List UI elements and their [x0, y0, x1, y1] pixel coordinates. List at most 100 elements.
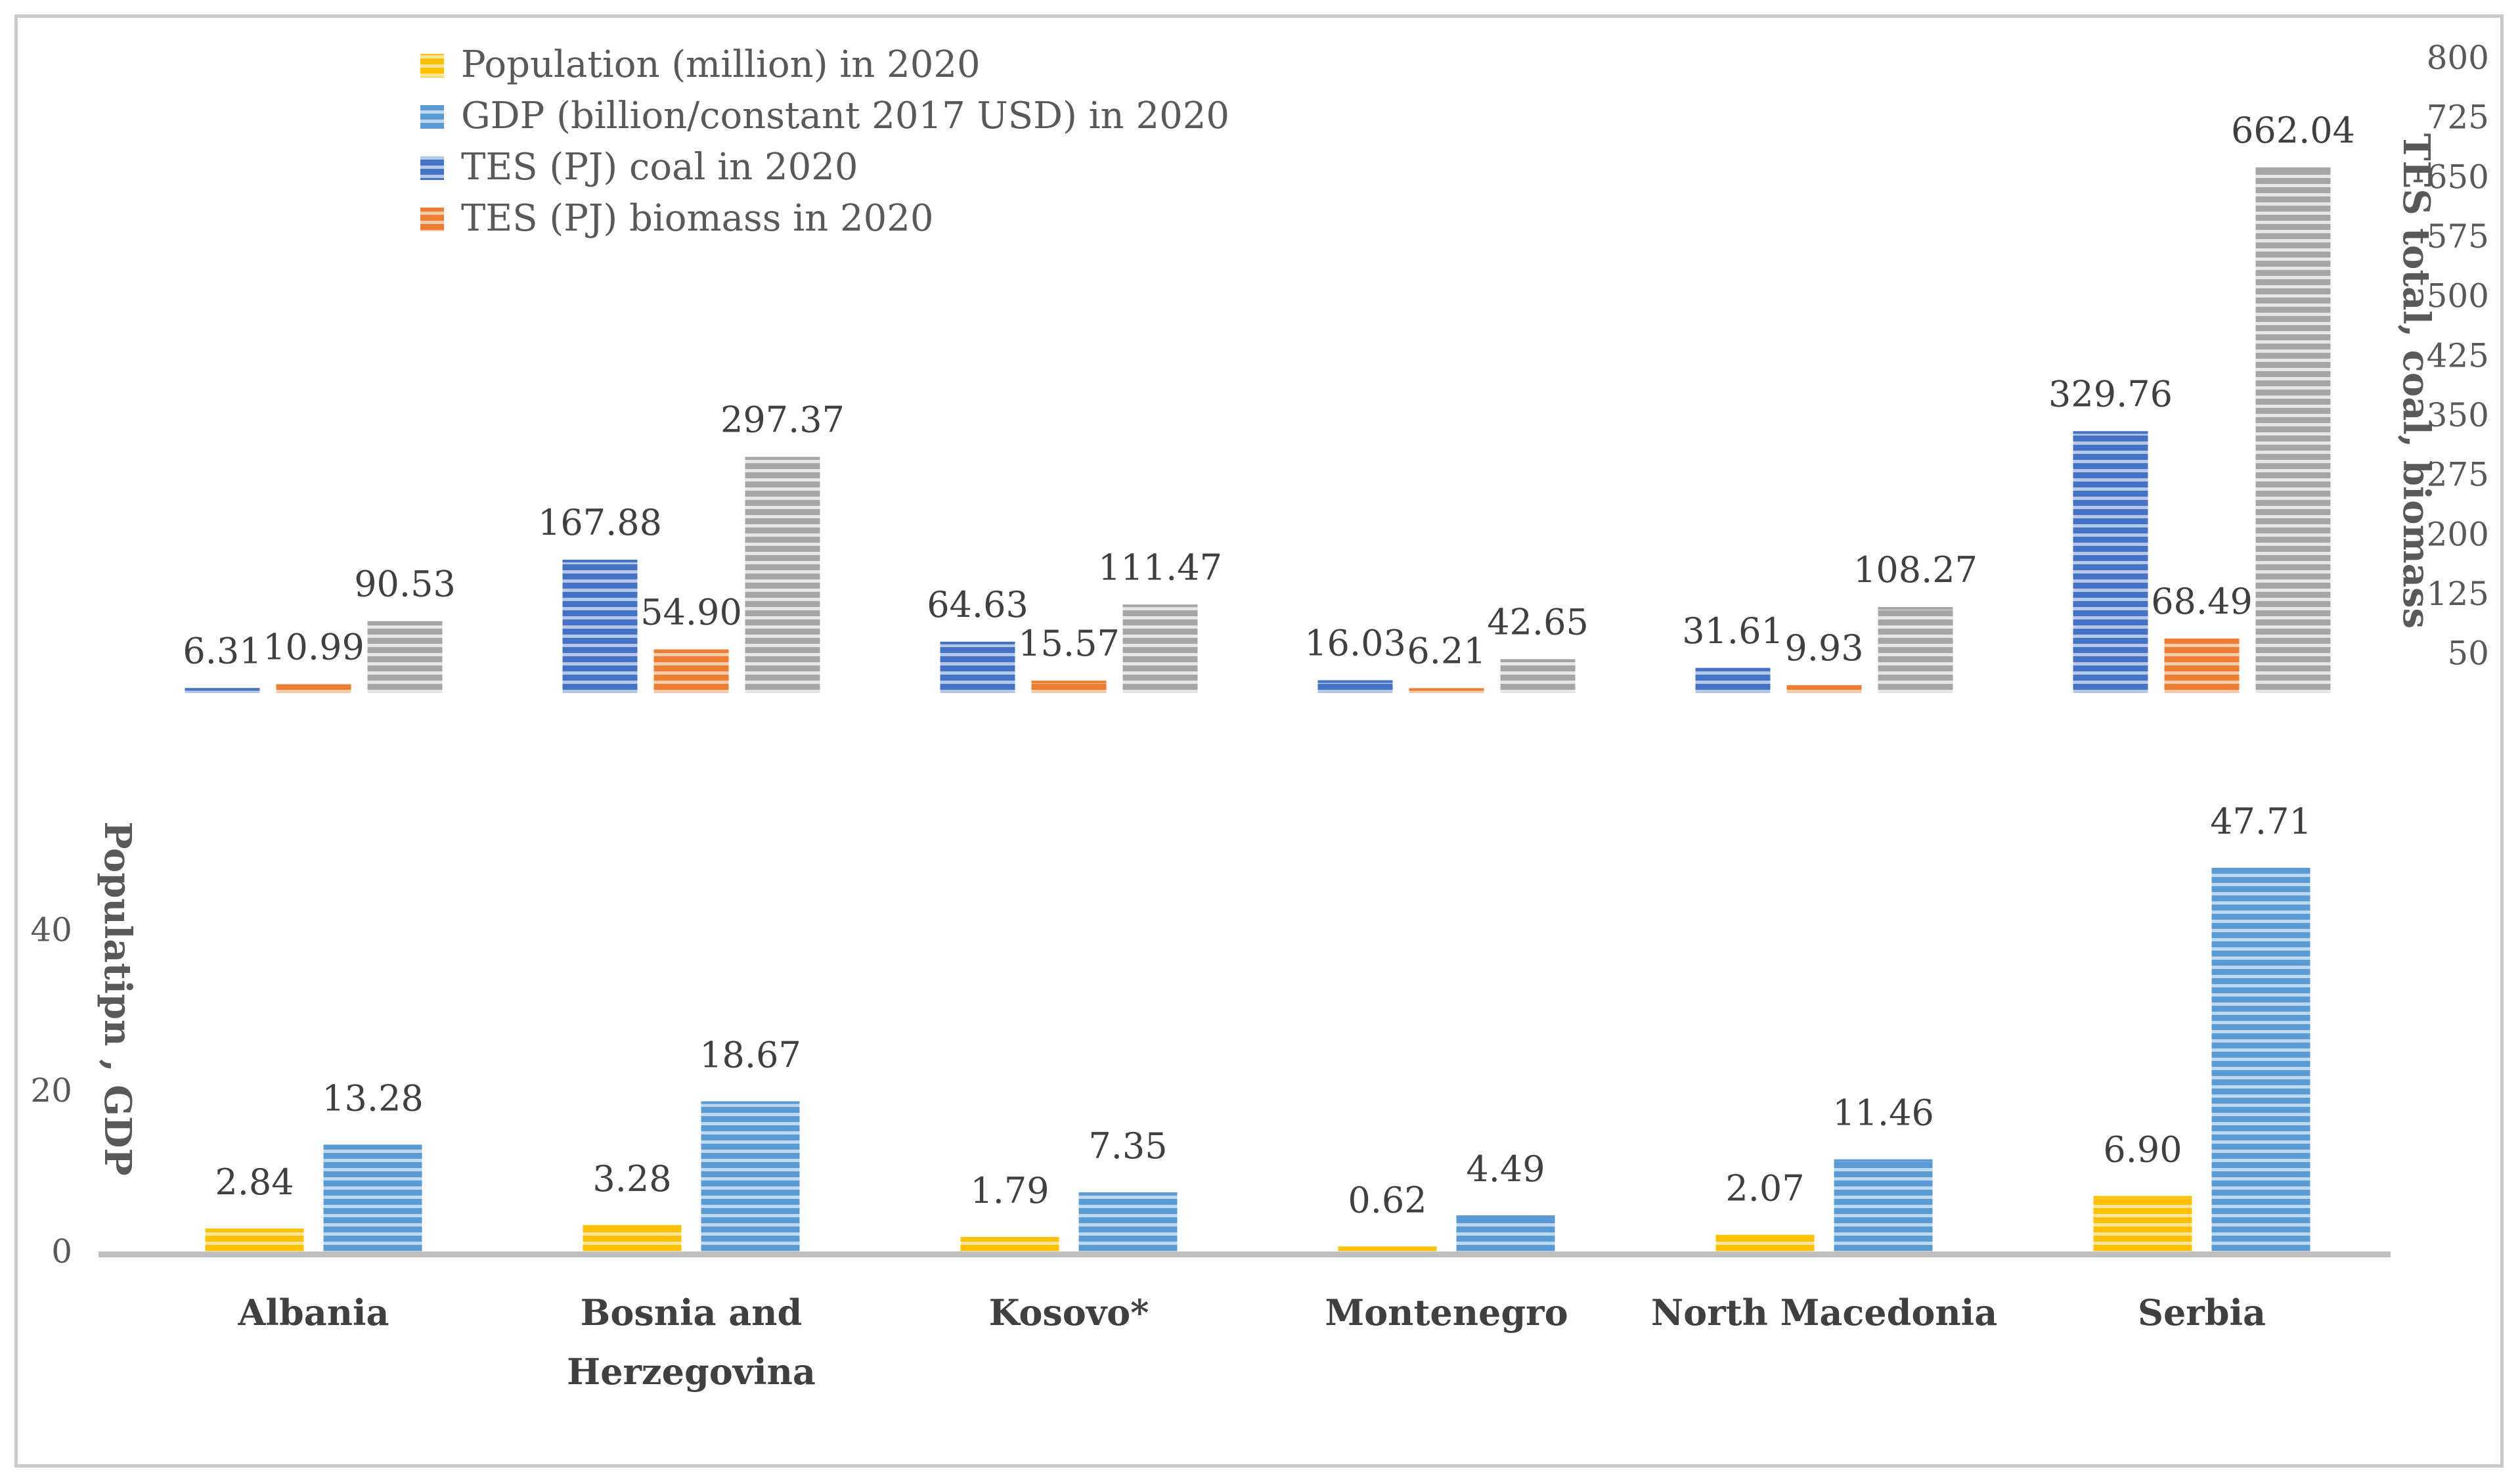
- bar-cap-population-5: [2093, 1196, 2192, 1199]
- data-label-gdp-2: 7.35: [1088, 1125, 1167, 1167]
- data-label-population-4: 2.07: [1725, 1168, 1804, 1209]
- bar-gdp-3: [1456, 1215, 1555, 1251]
- bar-cap-total-4: [1878, 607, 1953, 610]
- legend-item-population[interactable]: Population (million) in 2020: [420, 43, 981, 86]
- data-label-coal-1: 167.88: [538, 502, 662, 543]
- data-label-gdp-5: 47.71: [2210, 801, 2312, 842]
- data-label-population-2: 1.79: [970, 1170, 1049, 1211]
- category-axis-labels: Albania Bosnia and Herzegovina Kosovo* Monte…: [238, 1292, 2266, 1393]
- bar-cap-biomass-4: [1786, 685, 1862, 688]
- bar-cap-total-0: [367, 621, 443, 624]
- bar-cap-gdp-5: [2211, 868, 2310, 871]
- bar-cap-total-1: [745, 457, 820, 460]
- legend-swatch-gdp: [420, 105, 444, 129]
- data-label-gdp-1: 18.67: [699, 1034, 801, 1075]
- bar-cap-total-5: [2255, 167, 2331, 170]
- data-label-total-0: 90.53: [354, 564, 456, 605]
- bar-cap-biomass-1: [653, 649, 729, 652]
- top-axis-tick-3: 275: [2427, 456, 2489, 494]
- bar-cap-gdp-4: [1834, 1159, 1933, 1162]
- bar-gdp-4: [1834, 1159, 1933, 1251]
- bar-cap-biomass-0: [276, 684, 351, 687]
- data-label-biomass-1: 54.90: [640, 592, 742, 633]
- category-label-line: Herzegovina: [567, 1351, 816, 1393]
- bar-cap-coal-3: [1317, 680, 1393, 683]
- bar-gdp-0: [323, 1144, 422, 1251]
- category-label-5: Serbia: [2138, 1292, 2266, 1334]
- bar-coal-3: [1317, 680, 1393, 693]
- bar-cap-coal-4: [1695, 667, 1771, 671]
- legend: Population (million) in 2020 GDP (billio…: [420, 43, 1229, 240]
- bar-population-1: [583, 1225, 682, 1251]
- legend-item-coal[interactable]: TES (PJ) coal in 2020: [420, 146, 858, 189]
- category-label-line: Kosovo*: [989, 1292, 1149, 1334]
- bar-cap-biomass-2: [1031, 681, 1107, 684]
- data-label-coal-4: 31.61: [1682, 610, 1784, 652]
- data-label-total-3: 42.65: [1487, 601, 1589, 642]
- data-label-total-2: 111.47: [1098, 547, 1222, 588]
- bar-cap-gdp-1: [701, 1101, 800, 1104]
- top-axis-tick-1: 125: [2427, 575, 2489, 613]
- bottom-axis-title: Populatipn , GDP: [96, 821, 139, 1175]
- data-label-biomass-0: 10.99: [263, 627, 365, 668]
- legend-swatch-coal: [420, 156, 444, 180]
- bar-biomass-5: [2164, 639, 2240, 693]
- data-label-coal-5: 329.76: [2048, 373, 2173, 415]
- bar-cap-total-3: [1500, 659, 1576, 662]
- data-label-population-0: 2.84: [215, 1161, 294, 1203]
- bar-cap-gdp-2: [1078, 1192, 1178, 1196]
- data-label-biomass-5: 68.49: [2151, 581, 2253, 622]
- data-label-gdp-3: 4.49: [1466, 1148, 1545, 1190]
- top-panel: 6.31 167.88 64.63 16.03 31.61 329.76 10.99 54.9…: [183, 39, 2489, 693]
- bar-total-3: [1500, 659, 1576, 693]
- bar-cap-coal-0: [185, 688, 260, 691]
- data-label-population-3: 0.62: [1348, 1179, 1426, 1221]
- top-axis-tick-4: 350: [2427, 396, 2489, 434]
- legend-item-biomass[interactable]: TES (PJ) biomass in 2020: [420, 197, 934, 240]
- category-label-line: Bosnia and: [581, 1292, 803, 1334]
- category-label-line: Albania: [238, 1292, 389, 1334]
- category-label-2: Kosovo*: [989, 1292, 1149, 1334]
- bar-coal-5: [2073, 431, 2148, 693]
- bar-cap-population-2: [960, 1237, 1059, 1240]
- bar-total-2: [1122, 604, 1198, 693]
- data-label-biomass-3: 6.21: [1407, 630, 1486, 671]
- bottom-axis-tick-0: 0: [51, 1232, 72, 1270]
- legend-swatch-population: [420, 54, 444, 78]
- bar-population-2: [960, 1237, 1059, 1251]
- bar-gdp-2: [1078, 1192, 1178, 1251]
- bottom-axis-tick-2: 40: [30, 911, 72, 949]
- bar-cap-coal-2: [940, 641, 1015, 644]
- chart-frame: [14, 14, 2504, 1468]
- data-label-coal-0: 6.31: [183, 630, 261, 671]
- bar-total-5: [2255, 167, 2331, 693]
- bottom-panel: 2.84 3.28 1.79 0.62 2.07 6.90 13.28 18.67 7.35 4.…: [30, 801, 2391, 1270]
- top-axis-tick-5: 425: [2427, 336, 2489, 374]
- legend-item-gdp[interactable]: GDP (billion/constant 2017 USD) in 2020: [420, 95, 1229, 137]
- bar-cap-population-4: [1715, 1234, 1815, 1238]
- bar-population-4: [1715, 1234, 1815, 1251]
- top-axis-tick-7: 575: [2427, 217, 2489, 256]
- bar-population-0: [205, 1228, 304, 1251]
- bar-cap-biomass-3: [1409, 688, 1484, 691]
- bar-coal-2: [940, 641, 1015, 693]
- data-label-population-5: 6.90: [2103, 1129, 2182, 1171]
- top-axis-title: TES total, coal, biomass: [2395, 133, 2438, 629]
- bar-gdp-1: [701, 1101, 800, 1251]
- bottom-baseline: [99, 1251, 2391, 1257]
- bar-total-0: [367, 621, 443, 693]
- bar-total-1: [745, 457, 820, 693]
- top-axis-tick-2: 200: [2427, 515, 2489, 553]
- bar-population-5: [2093, 1196, 2192, 1251]
- bar-cap-total-2: [1122, 604, 1198, 608]
- data-label-coal-2: 64.63: [927, 584, 1028, 625]
- legend-label-coal: TES (PJ) coal in 2020: [461, 146, 858, 189]
- data-label-total-4: 108.27: [1853, 549, 1978, 591]
- legend-label-population: Population (million) in 2020: [461, 43, 981, 86]
- data-label-total-5: 662.04: [2231, 110, 2355, 151]
- data-label-population-1: 3.28: [592, 1158, 671, 1200]
- bar-biomass-1: [653, 649, 729, 693]
- category-label-1: Bosnia and Herzegovina: [567, 1292, 816, 1393]
- data-label-gdp-0: 13.28: [322, 1077, 424, 1119]
